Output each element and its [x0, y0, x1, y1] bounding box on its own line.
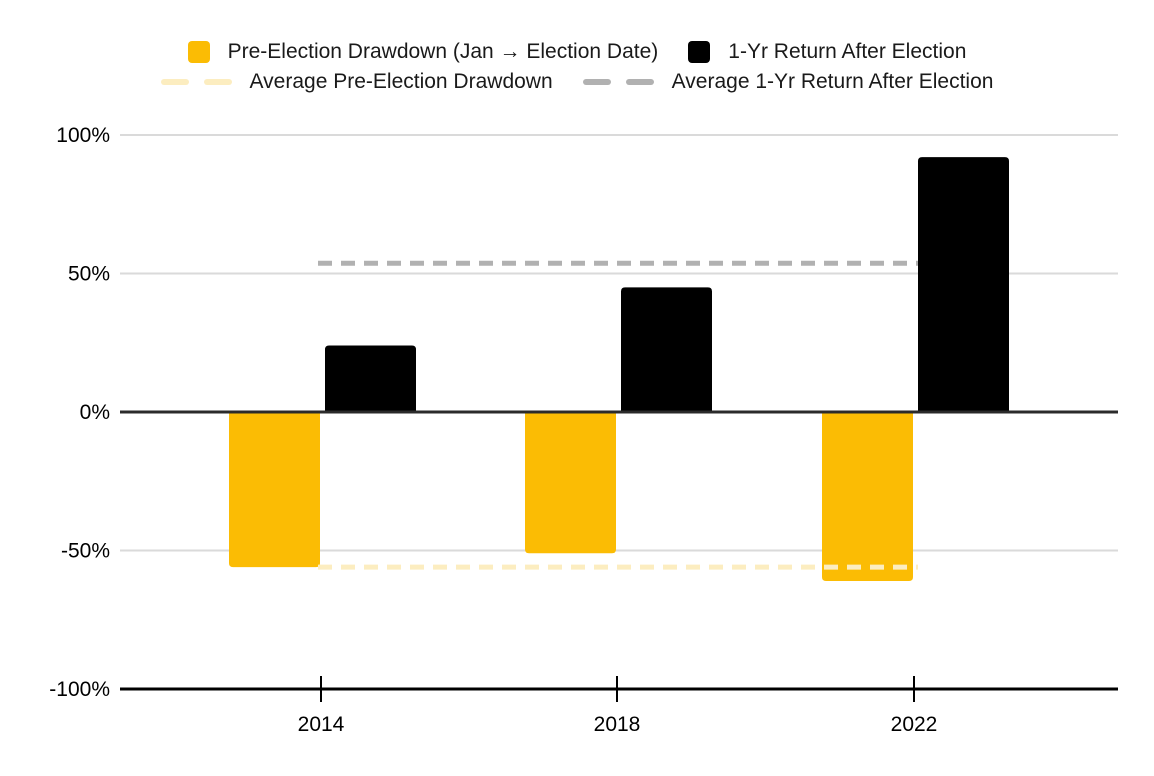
legend-label-average-return: Average 1-Yr Return After Election [671, 69, 994, 93]
legend-item-1yr-return: 1-Yr Return After Election [688, 40, 966, 64]
dash-segment [625, 78, 654, 85]
legend-item-average-drawdown: Average Pre-Election Drawdown [160, 69, 553, 94]
average-drawdown-dash-icon [160, 78, 232, 85]
y-tick-label--50%: -50% [61, 540, 110, 563]
drawdown-swatch-icon [187, 40, 210, 63]
legend-label-average-drawdown: Average Pre-Election Drawdown [249, 69, 553, 93]
dash-segment [203, 78, 232, 85]
legend-row-averages: Average Pre-Election Drawdown Average 1-… [160, 67, 994, 96]
bar-drawdown-2014 [229, 412, 320, 568]
chart-legend: Pre-Election Drawdown (Jan → Election Da… [0, 37, 1154, 96]
dash-segment [160, 78, 189, 85]
bar-return-2022 [918, 157, 1009, 412]
average-return-dash-icon [582, 78, 654, 85]
legend-item-average-return: Average 1-Yr Return After Election [582, 69, 994, 94]
bar-drawdown-2022 [822, 412, 913, 581]
y-tick-label-100%: 100% [56, 124, 110, 147]
legend-label-pre-election-drawdown: Pre-Election Drawdown (Jan → Election Da… [227, 39, 659, 63]
y-tick-label-0%: 0% [80, 401, 110, 424]
x-tick-label-2022: 2022 [891, 713, 938, 736]
x-tick-label-2018: 2018 [594, 713, 641, 736]
bar-return-2018 [621, 287, 712, 412]
bar-return-2014 [325, 345, 416, 412]
bar-drawdown-2018 [525, 412, 616, 554]
y-tick-label-50%: 50% [68, 263, 110, 286]
legend-item-pre-election-drawdown: Pre-Election Drawdown (Jan → Election Da… [187, 39, 659, 64]
dash-segment [582, 78, 611, 85]
return-swatch-icon [688, 40, 711, 63]
legend-label-1yr-return: 1-Yr Return After Election [728, 39, 967, 63]
x-tick-label-2014: 2014 [298, 713, 345, 736]
legend-row-series: Pre-Election Drawdown (Jan → Election Da… [187, 37, 966, 66]
y-tick-label--100%: -100% [49, 678, 110, 701]
